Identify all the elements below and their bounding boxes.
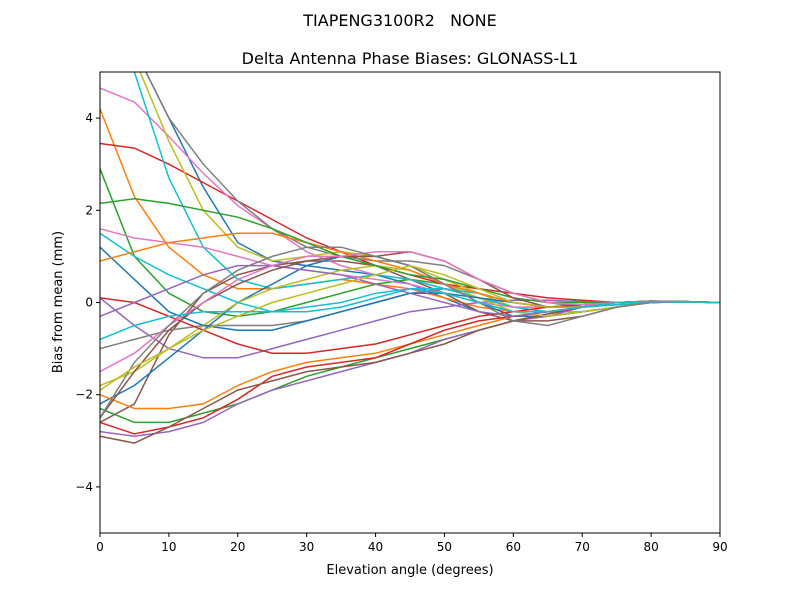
x-tick-label: 80 — [643, 540, 658, 554]
y-tick-label: 0 — [85, 296, 93, 310]
series-line-20 — [100, 232, 720, 313]
y-axis-label: Bias from mean (mm) — [51, 231, 66, 373]
x-axis-label: Elevation angle (degrees) — [326, 563, 493, 578]
y-tick-label: 2 — [85, 203, 93, 217]
y-tick-label: −4 — [75, 480, 93, 494]
series-line-13 — [100, 300, 720, 424]
series-line-18 — [100, 287, 720, 350]
series-lines — [100, 72, 720, 444]
suptitle: TIAPENG3100R2 NONE — [302, 11, 496, 30]
x-tick-label: 40 — [368, 540, 383, 554]
series-line-23 — [100, 198, 720, 304]
x-tick-label: 20 — [230, 540, 245, 554]
chart-title: Delta Antenna Phase Biases: GLONASS-L1 — [242, 49, 579, 68]
y-tick-label: −2 — [75, 388, 93, 402]
x-tick-label: 0 — [96, 540, 104, 554]
series-line-17 — [100, 227, 720, 308]
series-line-9 — [139, 72, 720, 313]
series-line-16 — [100, 300, 720, 444]
x-tick-label: 60 — [506, 540, 521, 554]
y-axis: −4 −2 0 2 4 — [75, 111, 100, 494]
x-tick-label: 50 — [437, 540, 452, 554]
y-tick-label: 4 — [85, 111, 93, 125]
series-line-2 — [100, 108, 720, 313]
x-tick-label: 30 — [299, 540, 314, 554]
x-tick-label: 90 — [712, 540, 727, 554]
x-tick-label: 70 — [575, 540, 590, 554]
series-line-30 — [100, 287, 720, 341]
series-line-22 — [100, 232, 720, 308]
x-axis: 0 10 20 30 40 50 60 70 80 90 — [96, 533, 728, 554]
x-tick-label: 10 — [161, 540, 176, 554]
series-line-10 — [133, 72, 720, 313]
